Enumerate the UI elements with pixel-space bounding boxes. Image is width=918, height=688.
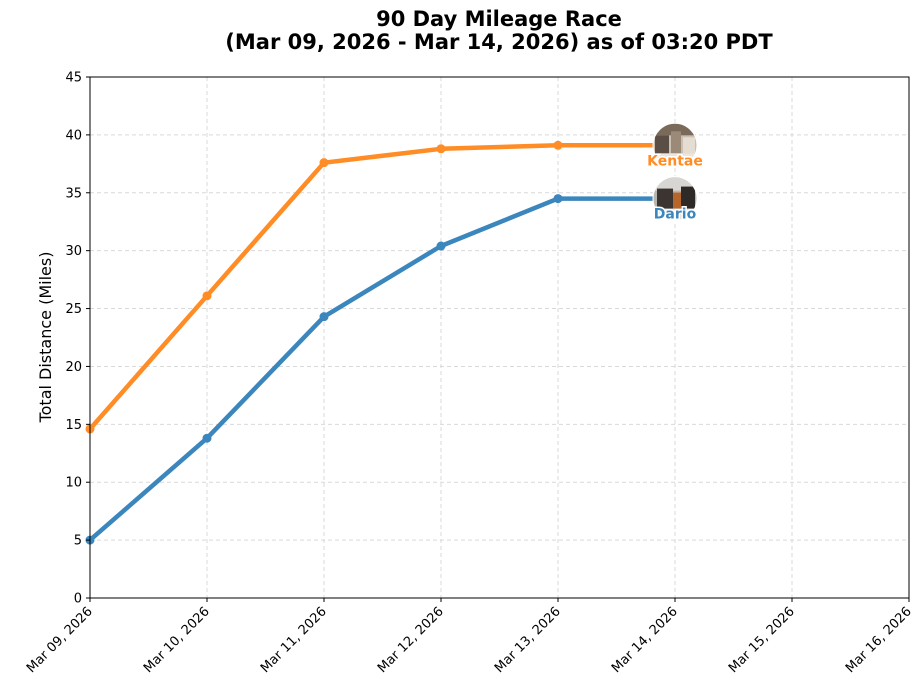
y-axis-label: Total Distance (Miles) <box>36 252 55 424</box>
runner-label-dario: Dario <box>654 207 697 223</box>
y-tick-label: 0 <box>74 592 82 607</box>
plot-area-frame <box>89 76 910 599</box>
y-tick-label: 45 <box>65 71 82 86</box>
data-point-kentae <box>319 158 329 168</box>
avatar-photo-kentae <box>653 123 697 168</box>
y-tick-label: 20 <box>65 360 82 375</box>
data-point-dario <box>202 433 212 443</box>
data-point-dario <box>553 194 563 204</box>
data-point-kentae <box>436 144 446 154</box>
chart-subtitle: (Mar 09, 2026 - Mar 14, 2026) as of 03:2… <box>225 30 773 54</box>
y-tick-label: 40 <box>65 128 82 143</box>
y-tick-label: 15 <box>65 418 82 433</box>
y-tick-label: 5 <box>74 534 82 549</box>
chart-title: 90 Day Mileage Race <box>376 7 622 31</box>
avatar-ring <box>652 176 698 222</box>
data-point-dario <box>436 241 446 251</box>
runner-label-kentae: Kentae <box>647 153 703 169</box>
avatar-ring <box>652 122 698 168</box>
data-point-dario <box>319 312 329 322</box>
end-markers: Kentae Dario <box>646 122 704 224</box>
y-tick-label: 10 <box>65 476 82 491</box>
series-line-kentae <box>87 143 678 432</box>
data-point-kentae <box>202 291 212 301</box>
series-line-dario <box>87 196 678 543</box>
y-tick-label: 30 <box>65 244 82 259</box>
y-tick-label: 25 <box>65 302 82 317</box>
data-point-kentae <box>553 140 563 150</box>
y-tick-label: 35 <box>65 186 82 201</box>
series-layer <box>85 140 678 545</box>
